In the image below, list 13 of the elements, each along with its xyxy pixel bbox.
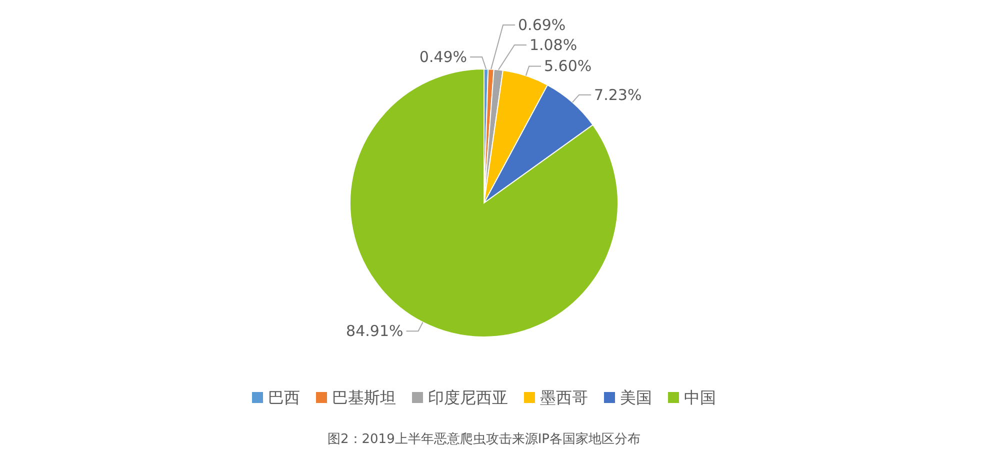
legend-label: 印度尼西亚 xyxy=(428,388,508,407)
legend-label: 美国 xyxy=(620,388,652,407)
data-label: 84.91% xyxy=(346,322,404,340)
legend-label: 巴基斯坦 xyxy=(332,388,396,407)
data-label: 1.08% xyxy=(529,36,578,54)
data-label: 5.60% xyxy=(544,57,592,76)
legend-label: 墨西哥 xyxy=(540,388,588,407)
legend-label: 巴西 xyxy=(268,388,300,407)
data-label: 0.49% xyxy=(419,48,468,66)
data-label: 0.69% xyxy=(518,16,566,34)
legend-label: 中国 xyxy=(684,388,716,407)
data-label: 7.23% xyxy=(594,86,642,104)
text: 图2：2019上半年恶意爬虫攻击来源IP各国家地区分布 xyxy=(327,431,641,447)
